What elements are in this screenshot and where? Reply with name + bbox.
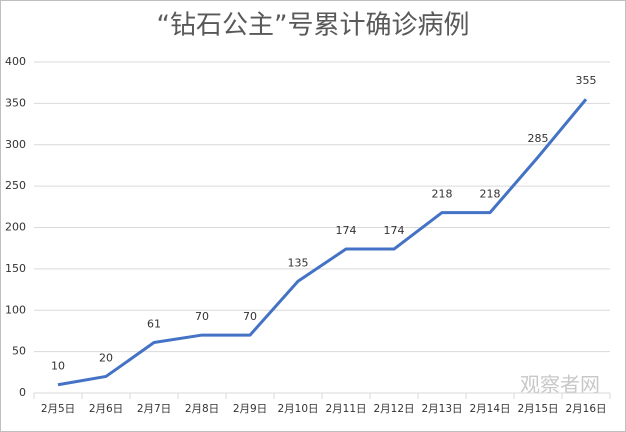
y-tick-label: 300 <box>5 138 26 151</box>
line <box>57 98 588 387</box>
data-label: 285 <box>528 132 549 145</box>
x-tick-label: 2月5日 <box>41 403 75 415</box>
data-label: 174 <box>336 224 357 237</box>
data-label: 174 <box>384 224 405 237</box>
data-label: 70 <box>195 310 209 323</box>
data-label: 218 <box>480 188 501 201</box>
x-tick-label: 2月16日 <box>565 403 606 415</box>
y-tick-label: 150 <box>5 262 26 275</box>
y-tick-label: 50 <box>12 345 26 358</box>
x-tick-label: 2月10日 <box>277 403 318 415</box>
y-tick-label: 200 <box>5 221 26 234</box>
y-tick-label: 250 <box>5 179 26 192</box>
y-tick-label: 400 <box>5 55 26 68</box>
x-tick-label: 2月9日 <box>233 403 267 415</box>
data-label: 61 <box>147 318 161 331</box>
x-tick-label: 2月6日 <box>89 403 123 415</box>
y-tick-label: 100 <box>5 303 26 316</box>
chart-title: “钻石公主”号累计确诊病例 <box>157 11 470 41</box>
data-label: 355 <box>576 74 597 87</box>
y-tick-label: 350 <box>5 96 26 109</box>
x-tick-label: 2月12日 <box>373 403 414 415</box>
x-tick-label: 2月7日 <box>137 403 171 415</box>
x-tick-label: 2月11日 <box>325 403 366 415</box>
x-tick-label: 2月13日 <box>421 403 462 415</box>
x-tick-label: 2月14日 <box>469 403 510 415</box>
data-label: 218 <box>432 188 453 201</box>
x-tick-label: 2月8日 <box>185 403 219 415</box>
data-label: 10 <box>51 360 65 373</box>
y-tick-label: 0 <box>19 386 26 399</box>
data-label: 70 <box>243 310 257 323</box>
data-label: 135 <box>288 256 309 269</box>
data-label: 20 <box>99 351 113 364</box>
x-tick-label: 2月15日 <box>517 403 558 415</box>
